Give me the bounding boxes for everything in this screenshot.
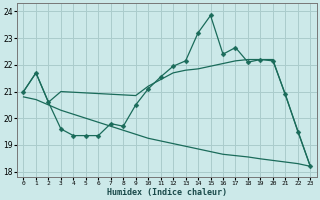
X-axis label: Humidex (Indice chaleur): Humidex (Indice chaleur) bbox=[107, 188, 227, 197]
